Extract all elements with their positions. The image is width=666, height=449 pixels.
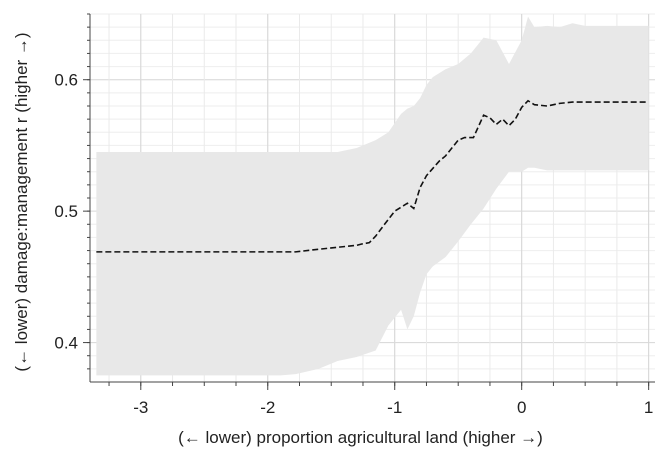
x-tick-label: -1 [387, 398, 402, 417]
x-tick-label: -2 [260, 398, 275, 417]
x-tick-label: 0 [517, 398, 526, 417]
confidence-band [96, 16, 649, 376]
x-ticks: -3 -2 -1 0 1 [108, 382, 653, 417]
y-axis-label: (← lower) damage:management r (higher →) [12, 32, 31, 371]
y-ticks: 0.4 0.5 0.6 [54, 13, 90, 370]
series-line [96, 99, 649, 253]
x-tick-label: 1 [644, 398, 653, 417]
y-tick-label: 0.4 [54, 334, 78, 353]
y-tick-label: 0.5 [54, 202, 78, 221]
x-axis-label: (← lower) proportion agricultural land (… [178, 428, 543, 447]
x-tick-label: -3 [133, 398, 148, 417]
y-tick-label: 0.6 [54, 71, 78, 90]
